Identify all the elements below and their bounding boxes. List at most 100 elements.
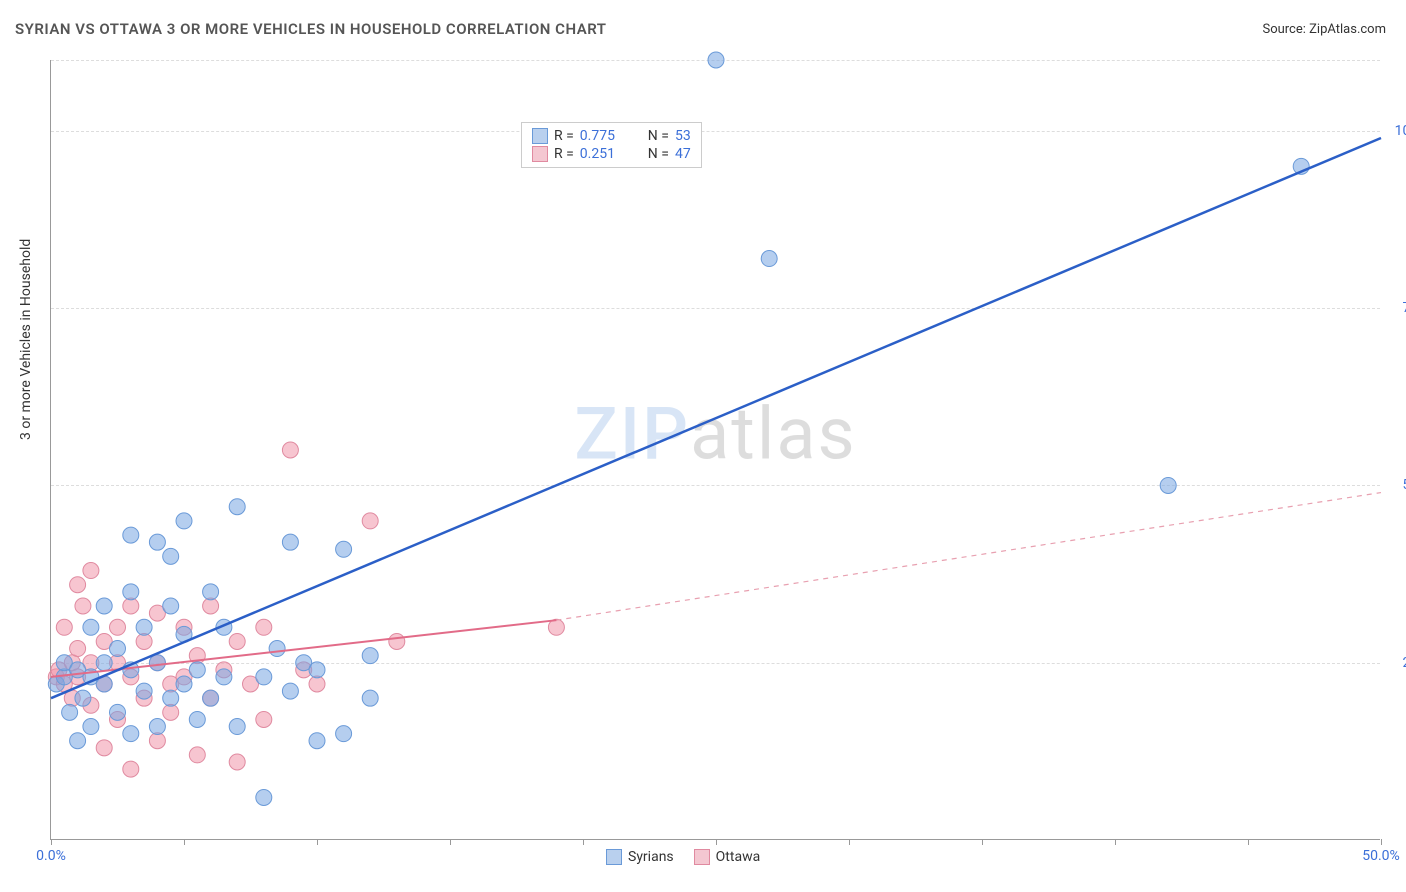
data-point [70, 733, 86, 749]
data-point [62, 704, 78, 720]
data-point [176, 513, 192, 529]
data-point [256, 711, 272, 727]
data-point [229, 633, 245, 649]
data-point [96, 655, 112, 671]
swatch-syrians-icon [606, 849, 622, 865]
y-tick-label: 75.0% [1385, 300, 1406, 316]
data-point [389, 633, 405, 649]
n-label: N = [648, 128, 669, 144]
data-point [123, 726, 139, 742]
data-point [70, 641, 86, 657]
data-point [189, 711, 205, 727]
data-point [83, 719, 99, 735]
data-point [136, 633, 152, 649]
data-point [336, 726, 352, 742]
x-tick [583, 839, 584, 845]
data-point [309, 733, 325, 749]
x-tick [716, 839, 717, 845]
data-point [56, 619, 72, 635]
series-legend: Syrians Ottawa [606, 849, 760, 865]
chart-container: SYRIAN VS OTTAWA 3 OR MORE VEHICLES IN H… [0, 0, 1406, 892]
data-point [96, 740, 112, 756]
legend-label-syrians: Syrians [628, 849, 674, 865]
swatch-ottawa [532, 146, 548, 162]
plot-area: ZIPatlas 25.0%50.0%75.0%100.0% 0.0%50.0%… [50, 60, 1380, 840]
data-point [282, 683, 298, 699]
source-attribution: Source: ZipAtlas.com [1262, 22, 1386, 37]
data-point [123, 598, 139, 614]
data-point [362, 690, 378, 706]
data-point [708, 52, 724, 68]
data-point [256, 789, 272, 805]
x-tick [184, 839, 185, 845]
correlation-row-syrians: R = 0.775 N = 53 [532, 127, 691, 145]
n-value-ottawa: 47 [675, 146, 691, 162]
data-point [189, 662, 205, 678]
data-point [282, 534, 298, 550]
n-value-syrians: 53 [675, 128, 691, 144]
data-point [362, 648, 378, 664]
data-point [70, 577, 86, 593]
data-point [136, 619, 152, 635]
r-label: R = [554, 146, 574, 162]
x-tick-label: 50.0% [1362, 848, 1400, 864]
data-point [75, 690, 91, 706]
swatch-syrians [532, 128, 548, 144]
data-point [203, 584, 219, 600]
correlation-legend: R = 0.775 N = 53 R = 0.251 N = 47 [521, 122, 702, 168]
data-point [123, 584, 139, 600]
trend-line [51, 138, 1381, 698]
data-point [229, 499, 245, 515]
x-tick-label: 0.0% [36, 848, 66, 864]
data-point [149, 534, 165, 550]
source-label: Source: [1262, 22, 1309, 37]
x-tick [1248, 839, 1249, 845]
data-point [163, 704, 179, 720]
data-point [216, 669, 232, 685]
data-point [203, 690, 219, 706]
data-point [336, 541, 352, 557]
data-point [189, 747, 205, 763]
data-point [149, 719, 165, 735]
legend-item-syrians: Syrians [606, 849, 674, 865]
data-point [83, 619, 99, 635]
data-point [75, 598, 91, 614]
data-point [83, 563, 99, 579]
legend-item-ottawa: Ottawa [694, 849, 761, 865]
x-tick [1115, 839, 1116, 845]
data-point [123, 761, 139, 777]
swatch-ottawa-icon [694, 849, 710, 865]
data-point [163, 690, 179, 706]
data-point [203, 598, 219, 614]
data-point [256, 669, 272, 685]
x-tick [982, 839, 983, 845]
trend-line [556, 493, 1381, 621]
correlation-row-ottawa: R = 0.251 N = 47 [532, 145, 691, 163]
r-value-ottawa: 0.251 [580, 146, 628, 162]
data-point [176, 676, 192, 692]
legend-label-ottawa: Ottawa [716, 849, 761, 865]
x-tick [1381, 839, 1382, 845]
r-label: R = [554, 128, 574, 144]
data-point [110, 704, 126, 720]
data-point [163, 598, 179, 614]
x-tick [317, 839, 318, 845]
data-point [149, 733, 165, 749]
data-point [309, 662, 325, 678]
r-value-syrians: 0.775 [580, 128, 628, 144]
data-point [1160, 477, 1176, 493]
data-point [282, 442, 298, 458]
n-label: N = [648, 146, 669, 162]
data-point [136, 683, 152, 699]
x-tick [51, 839, 52, 845]
data-point [362, 513, 378, 529]
y-axis-label: 3 or more Vehicles in Household [18, 239, 34, 440]
y-tick-label: 50.0% [1385, 477, 1406, 493]
data-point [229, 719, 245, 735]
data-point [110, 641, 126, 657]
data-point [149, 655, 165, 671]
y-tick-label: 100.0% [1385, 123, 1406, 139]
y-tick-label: 25.0% [1385, 655, 1406, 671]
data-point [110, 619, 126, 635]
scatter-plot-svg [51, 60, 1380, 839]
